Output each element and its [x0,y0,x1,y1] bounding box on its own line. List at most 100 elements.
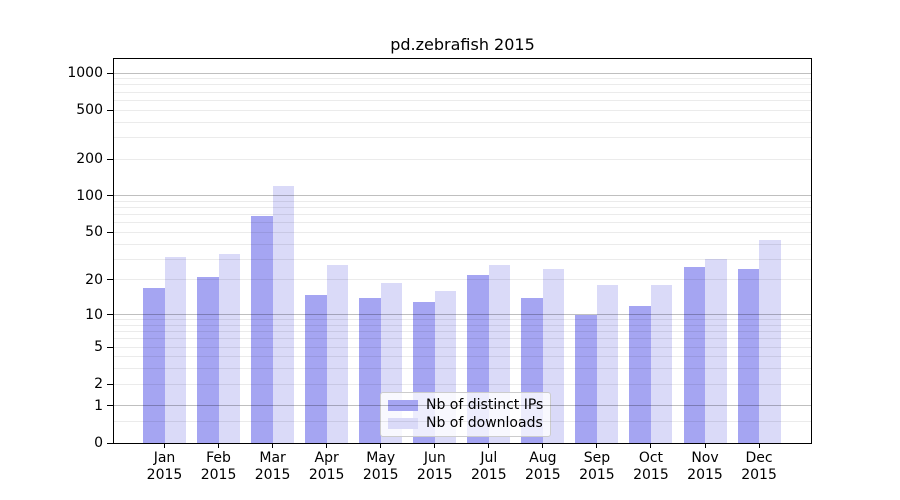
x-tick [380,443,382,448]
y-tick-label: 100 [76,187,103,204]
gridline-minor [114,231,811,233]
legend-entry: Nb of downloads [388,415,543,432]
bar-feb-downloads [218,254,241,443]
x-tick-label: Feb 2015 [187,450,251,484]
y-tick [107,442,113,444]
y-tick-label: 5 [94,339,103,356]
y-tick-label: 1 [94,397,103,414]
x-tick-month: May [366,450,396,466]
x-tick [218,443,220,448]
y-tick [107,72,113,74]
y-tick-label: 50 [85,224,103,241]
y-tick [107,279,113,281]
x-tick-label: Sep 2015 [565,450,629,484]
gridline-minor [114,158,811,160]
bar-sep-ips [575,314,597,443]
gridline-minor [114,222,811,224]
bar-sep-downloads [596,285,619,443]
y-tick-label: 500 [76,102,103,119]
x-tick-month: Aug [529,450,557,466]
x-tick-year: 2015 [254,467,291,483]
x-tick-year: 2015 [579,467,615,483]
x-tick-year: 2015 [200,467,237,483]
gridline-minor [114,109,811,111]
x-tick-label: Jun 2015 [403,450,467,484]
x-tick-year: 2015 [741,467,777,483]
y-tick [107,346,113,348]
bar-nov-downloads [705,259,727,443]
x-tick-month: Jan [153,450,176,466]
x-tick-month: Dec [745,450,773,466]
gridline-minor [114,243,811,245]
x-tick-month: Sep [583,450,611,466]
bar-oct-ips [629,305,651,443]
x-tick-year: 2015 [633,467,669,483]
bar-jan-downloads [164,257,186,443]
x-tick [704,443,706,448]
x-tick-year: 2015 [362,467,399,483]
bar-jan-ips [143,288,165,443]
gridline-minor [114,207,811,209]
x-tick [542,443,544,448]
bar-apr-downloads [326,264,349,443]
gridline-minor [114,200,811,202]
x-tick-month: Oct [638,450,664,466]
bar-mar-ips [251,216,273,443]
x-tick-label: Jul 2015 [457,450,521,484]
chart-title: pd.zebrafish 2015 [390,35,535,54]
x-tick-year: 2015 [416,467,453,483]
gridline-minor [114,136,811,138]
x-tick-month: Apr [314,450,339,466]
bar-feb-ips [197,277,219,443]
x-tick [758,443,760,448]
gridline-minor [114,91,811,93]
bar-apr-ips [305,294,327,443]
y-tick-label: 20 [85,271,103,288]
y-tick-label: 200 [76,151,103,167]
y-tick [107,314,113,316]
gridline-minor [114,78,811,80]
legend-swatch-distinct-ips [388,400,418,411]
gridline-minor [114,214,811,216]
bar-may-ips [359,297,381,443]
legend-label: Nb of downloads [426,415,543,431]
x-tick-label: Nov 2015 [673,450,737,484]
legend-swatch-downloads [388,418,418,429]
x-tick-year: 2015 [470,467,507,483]
x-tick [488,443,490,448]
x-tick-label: Jan 2015 [133,450,197,484]
x-tick [434,443,436,448]
bar-mar-downloads [272,186,295,443]
x-tick-label: Apr 2015 [295,450,359,484]
gridline-major [114,195,811,197]
x-tick [596,443,598,448]
y-tick [107,109,113,111]
x-tick [650,443,652,448]
x-tick [272,443,274,448]
y-tick [107,383,113,385]
gridline-minor [114,99,811,101]
x-tick-month: Mar [259,450,286,466]
y-tick-label: 1000 [67,65,103,82]
x-tick-year: 2015 [146,467,183,483]
y-tick [107,405,113,407]
x-tick [164,443,165,448]
y-tick-label: 10 [85,306,103,323]
x-tick-month: Jul [480,450,498,466]
bar-dec-ips [737,268,760,443]
x-tick-label: Dec 2015 [727,450,791,484]
x-tick-year: 2015 [687,467,723,483]
x-tick-month: Jun [423,450,446,466]
gridline-major [114,72,811,74]
gridline-minor [114,84,811,86]
y-tick [107,158,113,160]
x-tick [326,443,328,448]
legend: Nb of distinct IPs Nb of downloads [380,392,552,437]
x-tick-month: Feb [206,450,231,466]
bar-oct-downloads [650,285,673,443]
x-tick-label: Aug 2015 [511,450,575,484]
y-tick [107,195,113,197]
x-tick-month: Nov [691,450,719,466]
x-tick-label: Oct 2015 [619,450,683,484]
